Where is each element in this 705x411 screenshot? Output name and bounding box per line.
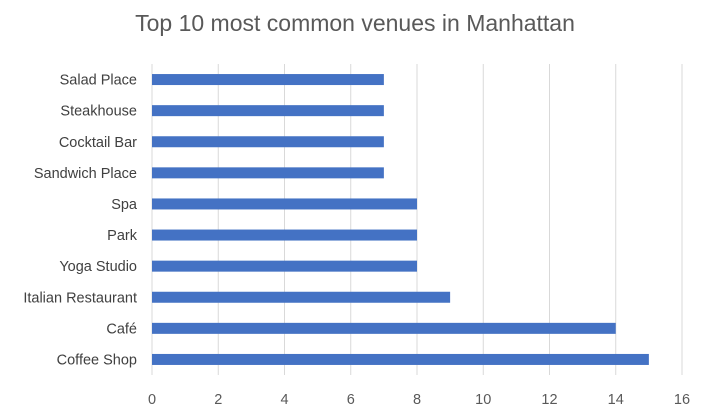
x-tick-12: 12 <box>541 392 557 408</box>
x-tick-10: 10 <box>475 392 491 408</box>
x-tick-4: 4 <box>280 392 288 408</box>
bar-steakhouse <box>152 105 384 117</box>
category-labels: Salad Place Steakhouse Cocktail Bar Sandwic… <box>23 73 138 369</box>
category-label-caf-: Café <box>106 321 137 337</box>
chart-title: Top 10 most common venues in Manhattan <box>135 10 575 36</box>
category-label-italian-restaurant: Italian Restaurant <box>23 290 137 306</box>
x-tick-0: 0 <box>148 392 156 408</box>
bar-park <box>152 229 417 241</box>
bar-salad-place <box>152 74 384 86</box>
category-label-sandwich-place: Sandwich Place <box>34 166 137 182</box>
x-tick-8: 8 <box>413 392 421 408</box>
x-tick-16: 16 <box>674 392 690 408</box>
category-label-steakhouse: Steakhouse <box>60 104 137 120</box>
category-label-yoga-studio: Yoga Studio <box>59 259 137 275</box>
bar-coffee-shop <box>152 353 649 365</box>
x-tick-2: 2 <box>214 392 222 408</box>
bar-cocktail-bar <box>152 136 384 148</box>
category-label-spa: Spa <box>111 197 138 213</box>
category-label-cocktail-bar: Cocktail Bar <box>59 135 137 151</box>
bar-sandwich-place <box>152 167 384 179</box>
bar-spa <box>152 198 417 210</box>
x-tick-6: 6 <box>347 392 355 408</box>
category-label-coffee-shop: Coffee Shop <box>57 352 137 368</box>
category-label-park: Park <box>107 228 138 244</box>
bars <box>152 74 649 365</box>
bar-caf- <box>152 322 616 334</box>
x-tick-14: 14 <box>608 392 624 408</box>
category-label-salad-place: Salad Place <box>60 73 137 89</box>
x-tick-labels: 0 2 4 6 8 10 12 14 16 <box>148 392 690 408</box>
bar-italian-restaurant <box>152 291 451 303</box>
bar-yoga-studio <box>152 260 417 272</box>
